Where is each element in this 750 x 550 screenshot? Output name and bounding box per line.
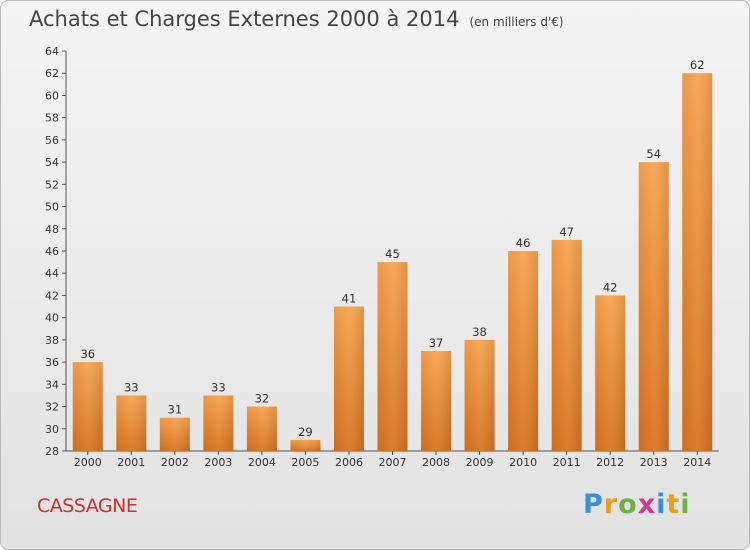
brand-letter: P [583,489,604,520]
x-tick-label: 2005 [291,456,319,469]
y-tick-label: 64 [45,45,59,58]
y-tick-label: 28 [45,445,59,458]
data-label: 33 [124,380,139,394]
y-tick-label: 44 [45,267,59,280]
chart-unit: (en milliers d'€) [469,15,564,29]
data-label: 62 [690,58,705,72]
data-label: 42 [603,280,618,294]
x-tick-label: 2011 [553,456,581,469]
bar-shade [464,339,495,451]
bar-shade [333,306,364,451]
x-tick-label: 2004 [248,456,276,469]
y-tick-label: 40 [45,312,59,325]
bar-shade [508,251,539,451]
x-tick-label: 2002 [161,456,189,469]
y-tick-label: 34 [45,378,59,391]
y-tick-label: 36 [45,356,59,369]
data-label: 33 [211,380,226,394]
bar-shade [203,395,234,451]
x-tick-label: 2010 [509,456,537,469]
brand-letter: i [656,489,667,520]
bar-shade [595,295,626,451]
bar-shade [551,239,582,451]
bar-shade [682,73,713,451]
x-tick-label: 2003 [204,456,232,469]
y-tick-label: 48 [45,223,59,236]
x-tick-label: 2000 [74,456,102,469]
data-labels: 36 33 31 33 32 29 41 45 37 38 46 47 42 54 62 [80,58,704,439]
town-name: CASSAGNE [37,495,138,517]
y-tick-label: 54 [45,156,59,169]
brand-letter: r [603,489,619,520]
y-tick-label: 52 [45,178,59,191]
chart-title-text: Achats et Charges Externes 2000 à 2014 [29,7,460,31]
x-tick-label: 2007 [379,456,407,469]
data-label: 45 [385,247,400,261]
x-tick-label: 2008 [422,456,450,469]
brand-letter: i [680,489,691,520]
y-tick-label: 46 [45,245,59,258]
brand-letter: o [618,489,638,520]
data-label: 29 [298,425,313,439]
bar-shade [421,351,452,451]
y-tick-label: 60 [45,89,59,102]
data-label: 47 [559,225,574,239]
x-tick-label: 2013 [640,456,668,469]
data-label: 36 [80,347,95,361]
bar-shade [116,395,147,451]
bar-shade [246,406,277,451]
y-tick-label: 58 [45,112,59,125]
y-tick-label: 32 [45,401,59,414]
chart-title: Achats et Charges Externes 2000 à 2014 (e… [29,7,564,31]
data-label: 54 [646,147,661,161]
data-label: 37 [429,336,444,350]
brand-letter: t [666,489,681,520]
x-tick-label: 2009 [466,456,494,469]
bar-shade [159,417,190,451]
y-tick-label: 30 [45,423,59,436]
data-label: 32 [255,392,270,406]
axes: 28 30 32 34 36 38 40 42 44 46 48 50 52 54 56 58 60 62 64 20… [45,45,719,469]
brand-letter: x [637,489,657,520]
y-tick-label: 62 [45,67,59,80]
brand-logo[interactable]: Proxiti [583,489,691,520]
y-tick-label: 50 [45,201,59,214]
data-label: 41 [342,292,357,306]
x-tick-label: 2014 [683,456,711,469]
data-label: 46 [516,236,531,250]
data-label: 31 [168,403,183,417]
bars [72,73,713,451]
x-tick-label: 2001 [117,456,145,469]
bar-shade [638,162,669,451]
bar-shade [72,362,103,451]
bar-shade [377,262,408,451]
y-tick-label: 42 [45,289,59,302]
x-tick-label: 2006 [335,456,363,469]
bar-shade [290,439,321,451]
y-tick-label: 56 [45,134,59,147]
x-tick-label: 2012 [596,456,624,469]
y-tick-label: 38 [45,334,59,347]
data-label: 38 [472,325,487,339]
